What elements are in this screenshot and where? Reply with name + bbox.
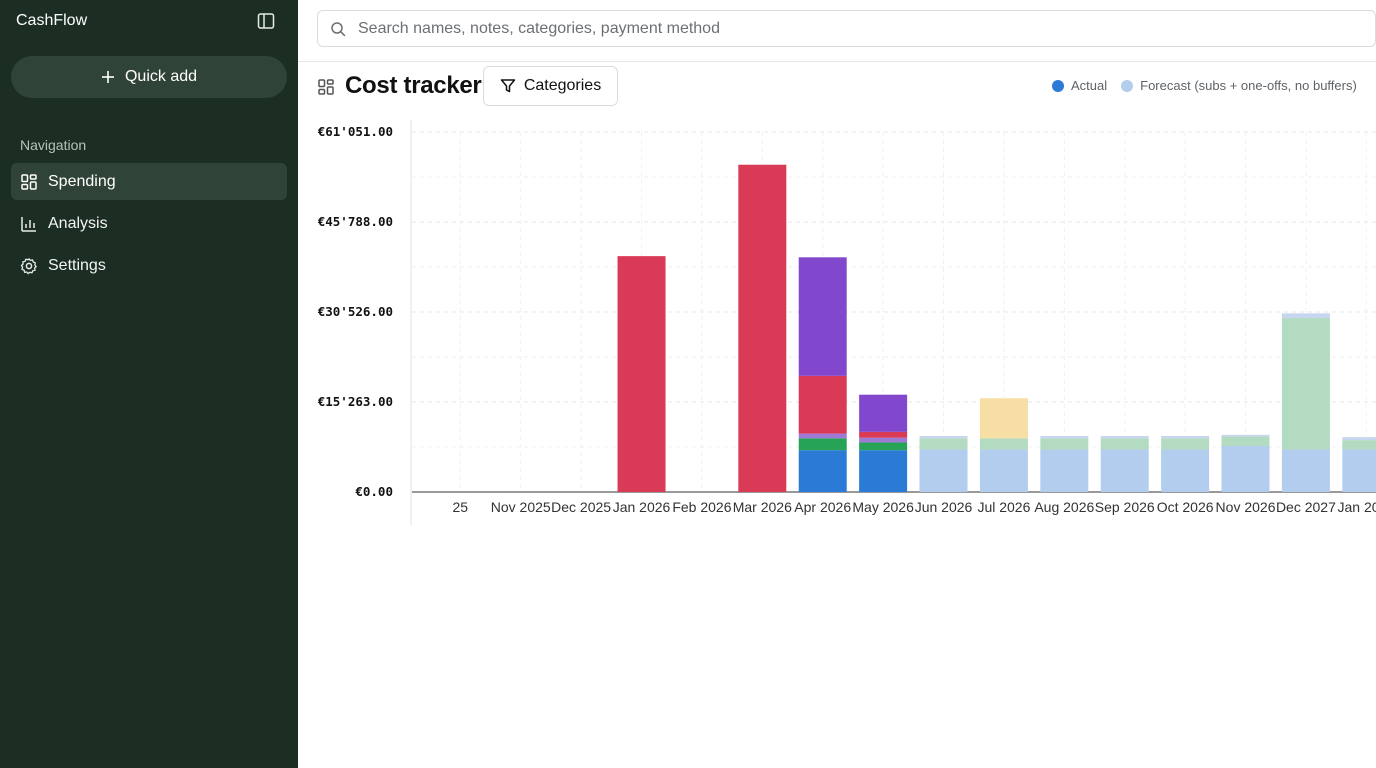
sidebar-toggle-icon: [257, 13, 275, 29]
bar-segment[interactable]: [1161, 435, 1210, 439]
search-bar: [317, 10, 1376, 47]
bar-segment[interactable]: [979, 449, 1028, 492]
bar-segment[interactable]: [979, 398, 1028, 439]
bar-segment[interactable]: [1221, 434, 1270, 437]
bar-segment[interactable]: [798, 257, 847, 376]
x-tick-label: Dec 2025: [551, 499, 611, 515]
x-tick-label: 25: [453, 499, 469, 515]
bar-segment[interactable]: [617, 256, 666, 492]
x-tick-label: Dec 2027: [1276, 499, 1336, 515]
y-tick-label: €45'788.00: [318, 214, 393, 229]
bar-segment[interactable]: [1100, 438, 1149, 450]
header-divider: [298, 61, 1376, 62]
bar-segment[interactable]: [1040, 435, 1089, 439]
y-tick-label: €0.00: [355, 484, 393, 499]
bar-segment[interactable]: [738, 164, 787, 492]
bar-segment[interactable]: [1040, 449, 1089, 492]
legend-actual: Actual: [1052, 78, 1107, 93]
x-tick-label: Jul 2026: [977, 499, 1030, 515]
categories-filter-button[interactable]: Categories: [483, 66, 618, 106]
bar-segment[interactable]: [1100, 435, 1149, 439]
sidebar: CashFlow Quick add Navigation Spending: [0, 0, 298, 768]
bar-segment[interactable]: [1161, 438, 1210, 450]
bar-segment[interactable]: [798, 433, 847, 439]
bar-segment[interactable]: [1040, 438, 1089, 450]
grid-icon: [21, 173, 37, 190]
x-tick-label: Nov 2025: [491, 499, 551, 515]
x-tick-label: Nov 2026: [1216, 499, 1276, 515]
legend-dot-forecast: [1121, 79, 1134, 92]
sidebar-item-settings[interactable]: Settings: [11, 247, 287, 284]
bar-segment[interactable]: [859, 394, 908, 432]
x-tick-label: Feb 2026: [672, 499, 731, 515]
bar-segment[interactable]: [859, 437, 908, 443]
bar-segment[interactable]: [798, 438, 847, 451]
search-input[interactable]: [356, 18, 1340, 39]
bar-segment[interactable]: [859, 450, 908, 492]
sidebar-item-label: Spending: [48, 172, 116, 190]
gear-icon: [20, 257, 37, 274]
bar-segment[interactable]: [1100, 449, 1149, 492]
categories-label: Categories: [523, 77, 602, 94]
sidebar-item-label: Analysis: [48, 214, 108, 232]
filter-icon: [500, 79, 516, 93]
quick-add-button[interactable]: Quick add: [11, 56, 287, 98]
bar-segment[interactable]: [1161, 449, 1210, 492]
x-tick-label: Oct 2026: [1157, 499, 1214, 515]
x-tick-label: Jan 2027: [1338, 499, 1376, 515]
bar-segment[interactable]: [919, 449, 968, 492]
bar-segment[interactable]: [979, 438, 1028, 450]
chart-legend: Actual Forecast (subs + one-offs, no buf…: [1052, 78, 1371, 93]
y-tick-label: €61'051.00: [318, 124, 393, 139]
bar-segment[interactable]: [919, 438, 968, 450]
bar-segment[interactable]: [798, 375, 847, 434]
bar-segment[interactable]: [1281, 313, 1330, 319]
x-tick-label: Aug 2026: [1034, 499, 1094, 515]
x-tick-label: Mar 2026: [733, 499, 792, 515]
x-tick-label: Jan 2026: [613, 499, 671, 515]
legend-forecast-label: Forecast (subs + one-offs, no buffers): [1140, 78, 1357, 93]
app-title: CashFlow: [16, 12, 88, 29]
cost-chart: €0.00 €15'263.00 €30'526.00 €45'788.00 €61'0…: [318, 120, 1376, 525]
bar-segment[interactable]: [1342, 440, 1376, 450]
sidebar-item-spending[interactable]: Spending: [11, 163, 287, 200]
nav-heading: Navigation: [20, 137, 87, 153]
y-tick-label: €15'263.00: [318, 394, 393, 409]
bar-segment[interactable]: [1281, 449, 1330, 492]
dashboard-icon: [318, 79, 334, 95]
sidebar-item-analysis[interactable]: Analysis: [11, 205, 287, 242]
search-icon: [331, 21, 346, 36]
bar-segment[interactable]: [859, 431, 908, 438]
bar-segment[interactable]: [1342, 437, 1376, 441]
x-tick-label: Sep 2026: [1095, 499, 1155, 515]
bar-segment[interactable]: [859, 442, 908, 451]
legend-actual-label: Actual: [1071, 78, 1108, 93]
legend-forecast: Forecast (subs + one-offs, no buffers): [1121, 78, 1357, 93]
quick-add-label: Quick add: [124, 68, 198, 85]
bar-segment[interactable]: [798, 450, 847, 492]
bar-segment[interactable]: [1281, 318, 1330, 450]
bar-segment[interactable]: [1221, 446, 1270, 492]
bar-chart-icon: [21, 216, 36, 232]
sidebar-toggle-button[interactable]: [256, 11, 276, 31]
y-tick-label: €30'526.00: [318, 304, 393, 319]
sidebar-item-label: Settings: [48, 256, 106, 274]
page-title: Cost tracker: [345, 72, 482, 99]
x-tick-label: Apr 2026: [794, 499, 851, 515]
x-tick-label: May 2026: [852, 499, 914, 515]
legend-dot-actual: [1052, 79, 1064, 92]
x-tick-label: Jun 2026: [915, 499, 973, 515]
plus-icon: [101, 71, 114, 83]
bar-segment[interactable]: [1221, 436, 1270, 447]
bar-segment[interactable]: [1342, 449, 1376, 492]
bar-segment[interactable]: [919, 435, 968, 439]
